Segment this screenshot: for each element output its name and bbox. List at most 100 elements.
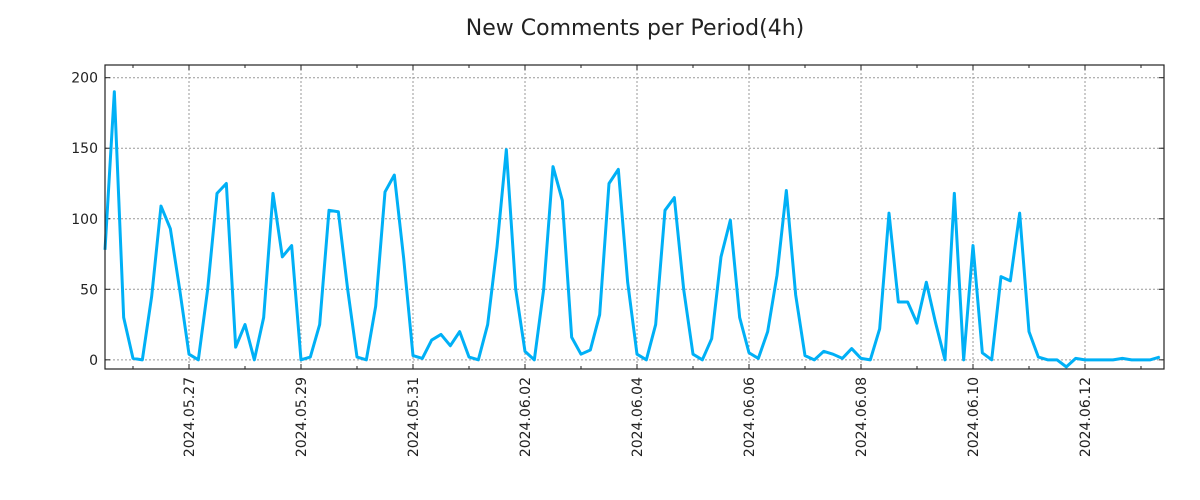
data-point (729, 219, 731, 221)
data-point (365, 359, 367, 361)
data-point (300, 359, 302, 361)
data-point (253, 359, 255, 361)
data-point (459, 331, 461, 333)
data-point (1037, 356, 1039, 358)
data-point (1047, 359, 1049, 361)
data-point (291, 245, 293, 247)
data-point (963, 359, 965, 361)
x-tick-label: 2024.05.27 (182, 377, 198, 457)
data-point (1028, 331, 1030, 333)
data-point (1121, 357, 1123, 359)
data-point (384, 191, 386, 193)
data-point (393, 174, 395, 176)
data-point (468, 356, 470, 358)
x-tick-label: 2024.05.29 (294, 377, 310, 457)
data-point (860, 357, 862, 359)
data-point (543, 288, 545, 290)
data-point (608, 182, 610, 184)
data-point (1149, 359, 1151, 361)
data-point (487, 324, 489, 326)
data-point (1075, 357, 1077, 359)
y-tick-label: 0 (89, 353, 98, 369)
data-point (617, 168, 619, 170)
data-point (813, 359, 815, 361)
data-point (636, 353, 638, 355)
data-point (851, 348, 853, 350)
data-point (533, 359, 535, 361)
data-point (720, 256, 722, 258)
data-point (907, 301, 909, 303)
chart-title: New Comments per Period(4h) (465, 16, 805, 41)
x-tick-label: 2024.06.02 (518, 377, 534, 457)
data-point (692, 353, 694, 355)
data-point (655, 324, 657, 326)
data-point (449, 345, 451, 347)
data-point (169, 228, 171, 230)
data-point (823, 350, 825, 352)
data-point (123, 317, 125, 319)
data-point (1009, 280, 1011, 282)
data-point (972, 245, 974, 247)
data-point (701, 359, 703, 361)
data-point (207, 288, 209, 290)
y-tick-label: 100 (71, 212, 98, 228)
data-point (281, 256, 283, 258)
data-point (431, 339, 433, 341)
data-point (151, 295, 153, 297)
data-point (935, 322, 937, 324)
data-point (216, 192, 218, 194)
data-point (627, 281, 629, 283)
data-point (1084, 359, 1086, 361)
data-point (916, 322, 918, 324)
x-tick-label: 2024.06.04 (630, 377, 646, 457)
data-point (524, 350, 526, 352)
data-point (1112, 359, 1114, 361)
plot-frame (104, 64, 1165, 370)
data-point (767, 331, 769, 333)
data-point (841, 357, 843, 359)
data-point (1000, 276, 1002, 278)
data-point (1065, 366, 1067, 368)
y-tick-label: 150 (71, 141, 98, 157)
data-point (804, 355, 806, 357)
data-point (375, 305, 377, 307)
data-point (235, 346, 237, 348)
data-point (673, 197, 675, 199)
data-point (272, 192, 274, 194)
data-point (1093, 359, 1095, 361)
data-point (477, 359, 479, 361)
data-point (347, 288, 349, 290)
data-point (757, 357, 759, 359)
data-point (440, 333, 442, 335)
data-point (552, 166, 554, 168)
data-point (571, 336, 573, 338)
data-point (1131, 359, 1133, 361)
data-point (683, 288, 685, 290)
data-point (589, 349, 591, 351)
data-point (953, 192, 955, 194)
data-point (739, 317, 741, 319)
data-point (869, 359, 871, 361)
data-point (225, 182, 227, 184)
y-tick-label: 50 (80, 282, 98, 298)
data-point (244, 324, 246, 326)
data-point (897, 301, 899, 303)
data-point (496, 246, 498, 248)
data-point (141, 359, 143, 361)
data-point (599, 314, 601, 316)
data-point (160, 205, 162, 207)
x-tick-label: 2024.06.06 (742, 377, 758, 457)
data-point (1103, 359, 1105, 361)
data-point (925, 281, 927, 283)
data-point (776, 274, 778, 276)
data-point (991, 359, 993, 361)
data-point (412, 355, 414, 357)
data-point (1140, 359, 1142, 361)
data-point (664, 209, 666, 211)
data-point (113, 91, 115, 93)
data-point (356, 356, 358, 358)
data-point (309, 356, 311, 358)
data-point (337, 211, 339, 213)
data-point (832, 353, 834, 355)
